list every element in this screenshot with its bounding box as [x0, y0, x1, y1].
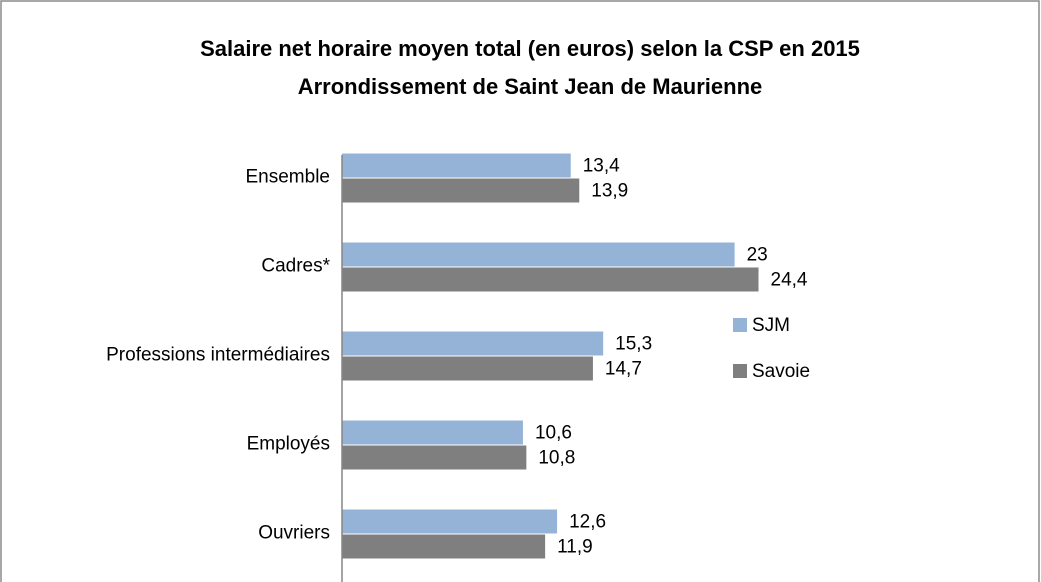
y-tick-label: Employés: [247, 434, 330, 455]
legend-label: SJM: [752, 315, 790, 336]
bar: [342, 178, 580, 203]
data-label: 10,6: [535, 423, 572, 444]
legend-swatch: [733, 364, 747, 378]
bar: [342, 267, 759, 292]
y-tick-label: Ensemble: [246, 167, 331, 188]
data-label: 14,7: [605, 359, 642, 380]
chart-subtitle: Arrondissement de Saint Jean de Maurienn…: [298, 74, 763, 99]
y-tick-label: Cadres*: [261, 256, 330, 277]
data-label: 12,6: [569, 512, 606, 533]
data-label: 23: [747, 245, 768, 266]
y-tick-label: Ouvriers: [258, 523, 330, 544]
legend-swatch: [733, 318, 747, 332]
bar: [342, 534, 546, 559]
data-label: 15,3: [615, 334, 652, 355]
data-label: 13,9: [591, 181, 628, 202]
data-label: 11,9: [557, 537, 593, 558]
data-label: 13,4: [583, 156, 620, 177]
bar: [342, 242, 735, 267]
legend-label: Savoie: [752, 361, 810, 382]
y-tick-label: Professions intermédiaires: [106, 345, 330, 366]
chart-title: Salaire net horaire moyen total (en euro…: [200, 36, 860, 61]
data-label: 10,8: [538, 448, 575, 469]
bar: [342, 153, 571, 178]
bar: [342, 356, 593, 381]
bar: [342, 445, 527, 470]
bar: [342, 420, 523, 445]
bar: [342, 509, 558, 534]
bar: [342, 331, 604, 356]
data-label: 24,4: [771, 270, 808, 291]
